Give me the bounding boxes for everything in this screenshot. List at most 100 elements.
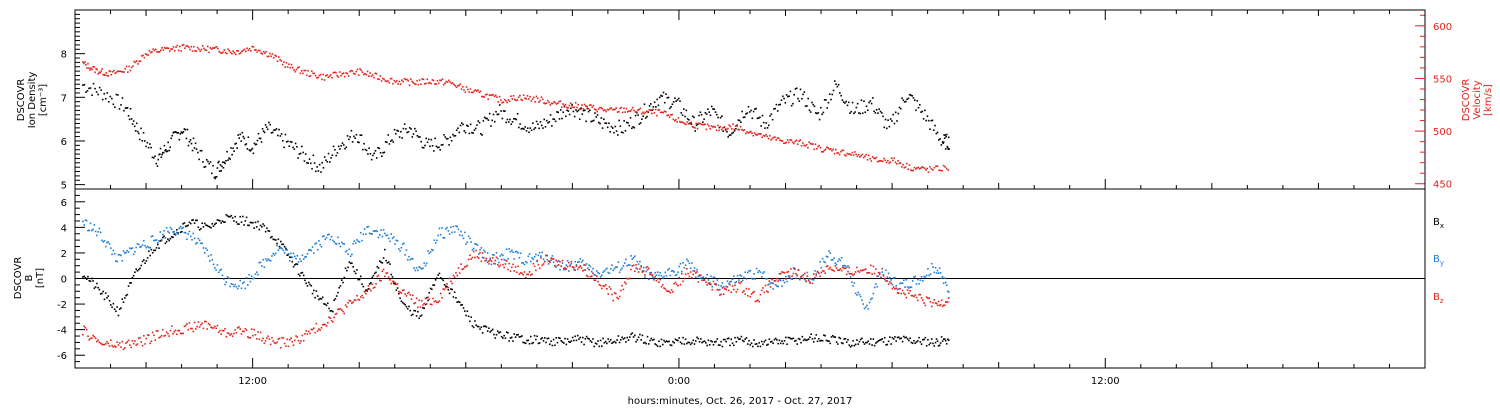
density-point — [856, 102, 859, 105]
velocity-point — [927, 171, 930, 173]
bz-point — [457, 267, 460, 269]
by-point — [389, 240, 391, 243]
by-point — [617, 261, 620, 263]
density-point — [501, 117, 504, 120]
bz-point — [905, 296, 908, 299]
by-point — [324, 238, 327, 241]
density-point — [919, 103, 921, 106]
bz-point — [307, 330, 310, 333]
bx-point — [802, 339, 805, 342]
bx-point — [848, 344, 851, 346]
density-point — [731, 132, 733, 135]
velocity-point — [369, 72, 371, 74]
bx-point — [630, 333, 632, 336]
velocity-point — [96, 68, 98, 71]
by-point — [210, 254, 212, 256]
density-point — [748, 111, 751, 113]
by-point — [476, 244, 479, 246]
bx-point — [791, 337, 793, 340]
density-point — [441, 143, 444, 146]
velocity-point — [633, 109, 635, 112]
bx-point — [867, 340, 870, 343]
velocity-point — [909, 169, 912, 171]
bz-point — [516, 271, 518, 274]
by-point — [895, 285, 898, 287]
bz-point — [882, 274, 885, 277]
velocity-point — [519, 94, 521, 97]
bz-point — [107, 342, 110, 345]
left-y-label-line: DSCOVR — [16, 79, 27, 122]
bz-point — [815, 274, 818, 277]
bx-point — [677, 339, 679, 342]
by-point — [396, 239, 399, 242]
bz-point — [342, 310, 344, 313]
by-point — [391, 237, 394, 240]
density-point — [120, 104, 122, 106]
velocity-point — [599, 106, 601, 109]
velocity-point — [95, 67, 97, 70]
by-point — [474, 243, 476, 245]
by-point — [381, 235, 384, 238]
velocity-point — [781, 140, 784, 142]
by-point — [889, 276, 891, 279]
density-point — [557, 111, 559, 114]
by-point — [149, 246, 151, 249]
bx-point — [156, 243, 159, 246]
bx-point — [512, 340, 514, 342]
bx-point — [150, 248, 153, 251]
density-point — [311, 167, 313, 170]
velocity-point — [583, 103, 586, 106]
density-point — [554, 120, 557, 123]
bz-point — [221, 329, 224, 332]
by-point — [208, 260, 211, 262]
velocity-point — [708, 125, 710, 127]
bx-point — [311, 292, 314, 295]
by-point — [590, 270, 593, 273]
by-point — [104, 245, 107, 248]
velocity-point — [569, 102, 572, 105]
velocity-point — [786, 139, 789, 141]
bx-point — [447, 289, 450, 291]
bz-point — [929, 301, 932, 303]
bx-point — [466, 310, 469, 313]
by-point — [542, 258, 545, 260]
bx-point — [381, 262, 384, 264]
bz-point — [734, 284, 736, 287]
density-point — [373, 152, 376, 155]
bx-point — [97, 286, 99, 289]
velocity-point — [229, 51, 232, 54]
bx-point — [741, 339, 744, 342]
bx-point — [744, 338, 747, 340]
density-point — [708, 111, 710, 113]
velocity-point — [859, 156, 861, 158]
velocity-point — [828, 148, 831, 151]
bz-point — [244, 327, 247, 330]
by-point — [332, 239, 334, 242]
bz-point — [901, 289, 904, 292]
velocity-point — [237, 50, 240, 52]
by-point — [863, 307, 866, 310]
velocity-point — [601, 107, 604, 110]
density-point — [500, 110, 502, 112]
bx-point — [474, 320, 476, 322]
density-point — [833, 80, 836, 82]
velocity-point — [284, 66, 286, 68]
by-point — [802, 273, 805, 276]
bz-point — [760, 289, 763, 292]
by-point — [193, 237, 196, 240]
by-point — [824, 261, 826, 264]
bz-point — [509, 270, 512, 272]
bz-point — [503, 266, 505, 269]
by-point — [146, 245, 149, 248]
by-point — [84, 219, 87, 221]
by-point — [417, 269, 419, 272]
bz-point — [361, 294, 363, 297]
velocity-point — [498, 95, 501, 98]
velocity-point — [86, 67, 88, 69]
bz-point — [505, 259, 508, 262]
by-point — [660, 274, 663, 277]
density-point — [806, 105, 808, 107]
velocity-point — [323, 79, 326, 81]
density-point — [872, 97, 874, 99]
bx-point — [843, 338, 845, 340]
